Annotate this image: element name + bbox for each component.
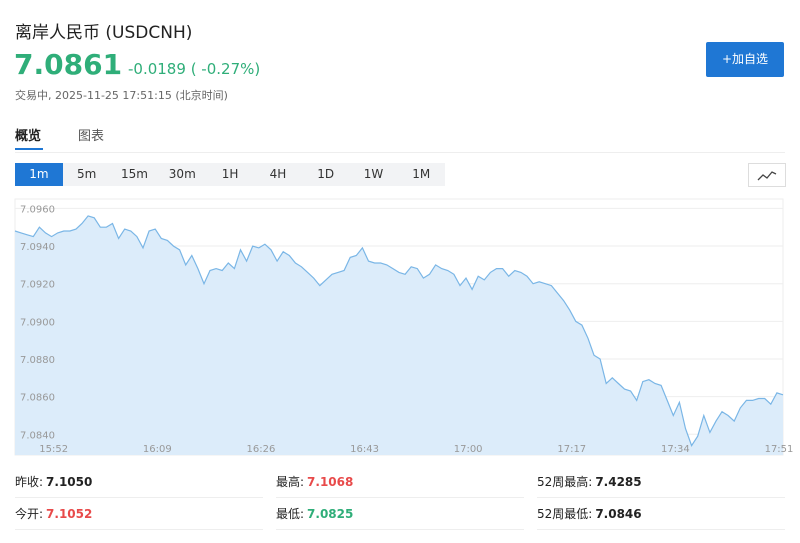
stat-value: 7.0825: [307, 507, 354, 521]
stat-value: 7.4285: [595, 475, 642, 489]
interval-button[interactable]: 1D: [301, 163, 350, 186]
stat-label: 52周最低:: [537, 507, 593, 521]
y-tick-label: 7.0920: [20, 280, 55, 291]
timezone: (北京时间): [175, 89, 228, 102]
tab[interactable]: 图表: [78, 129, 105, 144]
interval-button[interactable]: 1m: [15, 163, 63, 186]
x-tick-label: 16:09: [143, 444, 172, 455]
y-tick-label: 7.0880: [20, 355, 55, 366]
x-tick-label: 16:26: [246, 444, 275, 455]
status-row: 交易中, 2025-11-25 17:51:15 (北京时间): [15, 87, 228, 103]
interval-button[interactable]: 30m: [158, 163, 207, 186]
stat: 最高: 7.1068: [276, 467, 524, 498]
stat: 52周最高: 7.4285: [537, 467, 785, 498]
y-tick-label: 7.0840: [20, 430, 55, 441]
status: 交易中,: [15, 89, 52, 102]
price-line: [14, 215, 784, 447]
tab-indicator: [15, 148, 43, 150]
stat-value: 7.1052: [46, 507, 93, 521]
stat-value: 7.1068: [307, 475, 354, 489]
change: -0.0189: [128, 60, 186, 78]
code: (USDCNH): [105, 23, 193, 43]
interval-button[interactable]: 1W: [349, 163, 398, 186]
y-tick-label: 7.0900: [20, 317, 55, 328]
chart-icon: [757, 171, 777, 181]
add-watchlist-button[interactable]: +加自选: [706, 42, 784, 77]
stat-label: 最高:: [276, 475, 305, 489]
chart-type-button[interactable]: [748, 163, 786, 187]
stat: 昨收: 7.1050: [15, 467, 263, 498]
y-tick-label: 7.0860: [20, 393, 55, 404]
stat-label: 52周最高:: [537, 475, 593, 489]
divider: [15, 152, 785, 153]
x-tick-label: 16:43: [350, 444, 379, 455]
x-tick-label: 17:17: [557, 444, 586, 455]
price: 7.0861: [14, 48, 123, 81]
change-row: -0.0189 ( -0.27%): [128, 60, 260, 78]
stat-label: 最低:: [276, 507, 305, 521]
interval-button[interactable]: 1M: [397, 163, 446, 186]
x-tick-label: 17:51: [765, 444, 794, 455]
stat-label: 今开:: [15, 507, 44, 521]
time: 2025-11-25 17:51:15: [55, 89, 172, 102]
interval-button[interactable]: 15m: [110, 163, 159, 186]
stat-value: 7.1050: [46, 475, 93, 489]
area-fill: [15, 215, 783, 455]
title-row: 离岸人民币 (USDCNH): [15, 18, 192, 43]
x-tick-label: 15:52: [39, 444, 68, 455]
stat-label: 昨收:: [15, 475, 44, 489]
x-tick-label: 17:00: [454, 444, 483, 455]
tab[interactable]: 概览: [15, 129, 42, 144]
y-tick-label: 7.0960: [20, 204, 55, 215]
y-tick-label: 7.0940: [20, 242, 55, 253]
stat: 最低: 7.0825: [276, 499, 524, 530]
x-tick-label: 17:34: [661, 444, 690, 455]
chart: 7.0960 7.0940 7.0920 7.0900 7.0880 7.0860 7.08…: [14, 198, 794, 456]
interval-button[interactable]: 4H: [254, 163, 302, 186]
stat: 今开: 7.1052: [15, 499, 263, 530]
interval-button[interactable]: 5m: [62, 163, 111, 186]
interval-button[interactable]: 1H: [206, 163, 254, 186]
stat: 52周最低: 7.0846: [537, 499, 785, 530]
change-pct: ( -0.27%): [190, 60, 261, 78]
stat-value: 7.0846: [595, 507, 642, 521]
title: 离岸人民币: [15, 23, 100, 43]
